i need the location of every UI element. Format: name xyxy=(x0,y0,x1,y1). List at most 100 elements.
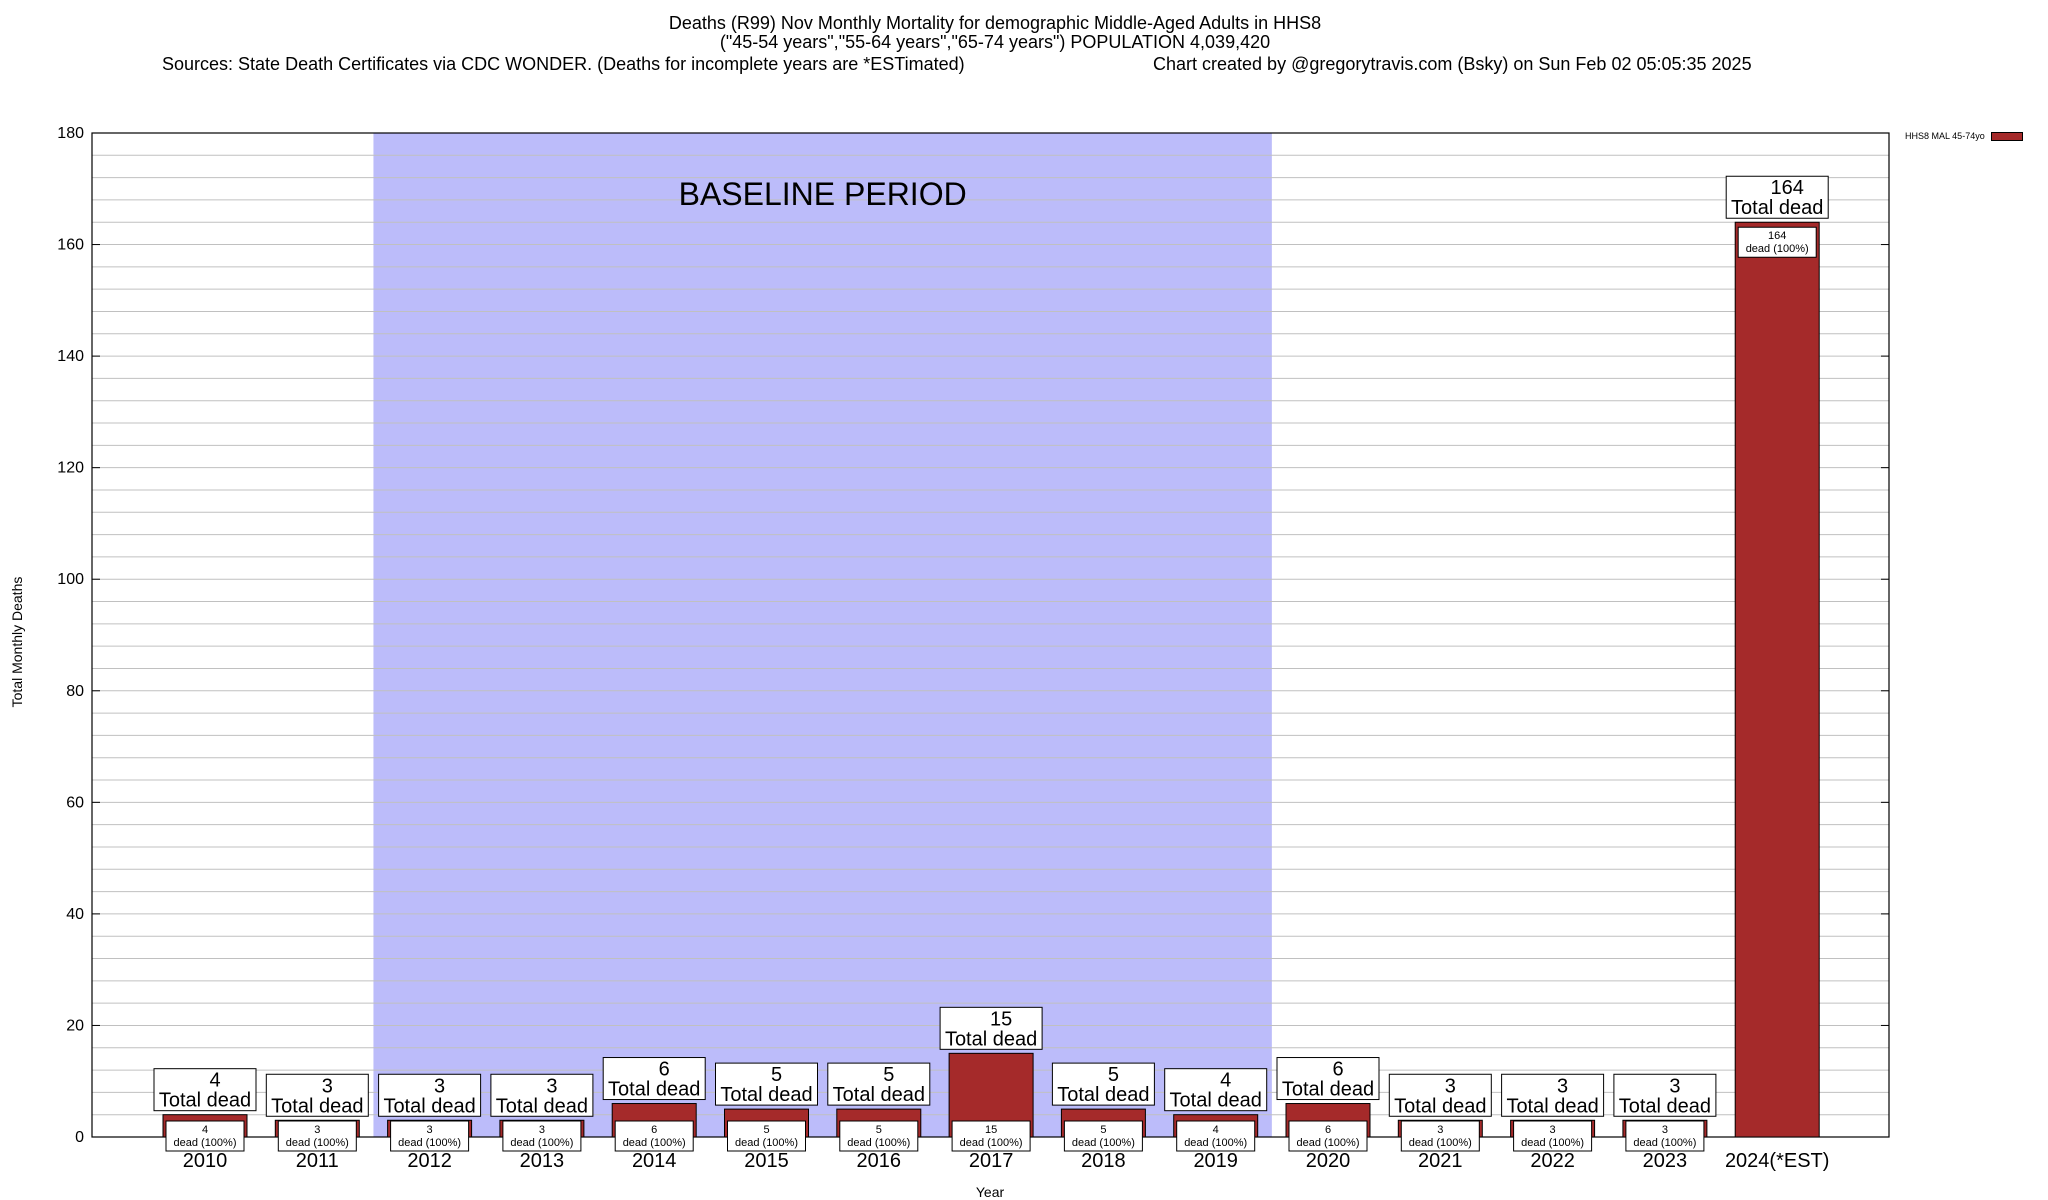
bar-total-label: Total dead xyxy=(1394,1095,1486,1117)
bar-total-label-box xyxy=(1051,1062,1155,1106)
bar-total-label: Total dead xyxy=(1170,1090,1262,1112)
bar-total-label: Total dead xyxy=(383,1095,475,1117)
bar-total-value: 5 xyxy=(1108,1064,1119,1086)
bar-total-value: 3 xyxy=(546,1075,557,1097)
bar-total-label: Total dead xyxy=(1619,1095,1711,1117)
bar-total-label: Total dead xyxy=(271,1095,363,1117)
bar-total-label: Total dead xyxy=(496,1095,588,1117)
baseline-label: BASELINE PERIOD xyxy=(679,176,967,212)
bar-inner-label: dead (100%) xyxy=(847,1137,910,1149)
x-tick-label: 2019 xyxy=(1193,1150,1238,1172)
bar-inner-value: 3 xyxy=(1550,1124,1556,1136)
bar-inner-value: 5 xyxy=(1100,1124,1106,1136)
bar-total-label: Total dead xyxy=(159,1090,251,1112)
legend-label: HHS8 MAL 45-74yo xyxy=(1905,131,1985,141)
chart-title: Deaths (R99) Nov Monthly Mortality for d… xyxy=(0,14,1990,52)
bar-total-value: 4 xyxy=(209,1070,220,1092)
bar-total-value: 5 xyxy=(771,1064,782,1086)
legend-swatch xyxy=(1990,131,2023,141)
bar-inner-value: 5 xyxy=(763,1124,769,1136)
bar-total-value: 5 xyxy=(883,1064,894,1086)
y-tick-label: 0 xyxy=(75,1129,84,1146)
bar-total-label-box xyxy=(1613,1073,1717,1117)
bar-total-value: 6 xyxy=(1332,1059,1343,1081)
y-tick-label: 180 xyxy=(57,125,84,142)
bar-inner-value: 3 xyxy=(1662,1124,1668,1136)
bar-total-label-box xyxy=(1388,1073,1492,1117)
bar-inner-label: dead (100%) xyxy=(1409,1137,1472,1149)
bar-inner-label-box xyxy=(1737,226,1817,258)
bar-total-value: 3 xyxy=(434,1075,445,1097)
bar-total-value: 15 xyxy=(990,1008,1012,1030)
bar-total-label-box xyxy=(153,1068,257,1112)
bar-inner-label-box xyxy=(1625,1120,1705,1152)
bar-inner-label-box xyxy=(502,1120,582,1152)
x-axis-label: Year xyxy=(975,1184,1005,1200)
bar-inner-value: 164 xyxy=(1768,230,1786,242)
title-line-1: Deaths (R99) Nov Monthly Mortality for d… xyxy=(668,13,1322,33)
bar-inner-value: 5 xyxy=(876,1124,882,1136)
bar-total-label-box xyxy=(715,1062,818,1106)
bar-inner-label-box xyxy=(165,1120,245,1152)
bar-inner-label-box xyxy=(1063,1120,1143,1152)
bar-total-value: 3 xyxy=(1669,1075,1680,1097)
bar-inner-label: dead (100%) xyxy=(1072,1137,1135,1149)
bar-total-value: 3 xyxy=(1445,1075,1456,1097)
bar-inner-value: 4 xyxy=(1213,1124,1219,1136)
bar-inner-label: dead (100%) xyxy=(286,1137,349,1149)
credit-note: Chart created by @gregorytravis.com (Bsk… xyxy=(1153,54,1752,74)
legend: HHS8 MAL 45-74yo xyxy=(1905,131,2023,141)
bar-inner-value: 3 xyxy=(427,1124,433,1136)
bar-total-label: Total dead xyxy=(833,1084,925,1106)
bar-total-label-box xyxy=(939,1006,1043,1050)
bar-total-label-box xyxy=(827,1062,931,1106)
y-tick-label: 100 xyxy=(57,571,84,588)
bar-total-label: Total dead xyxy=(1057,1084,1149,1106)
bar-inner-label-box xyxy=(727,1120,806,1152)
y-axis-label: Total Monthly Deaths xyxy=(9,576,25,708)
bar-total-label-box xyxy=(1276,1057,1380,1101)
bar-inner-label: dead (100%) xyxy=(1633,1137,1696,1149)
bar-total-label-box xyxy=(1164,1068,1268,1112)
bar-inner-label: dead (100%) xyxy=(623,1137,686,1149)
bar-inner-label-box xyxy=(1288,1120,1368,1152)
y-tick-label: 80 xyxy=(66,683,84,700)
bar-inner-value: 6 xyxy=(651,1124,657,1136)
bar-inner-label: dead (100%) xyxy=(1746,243,1809,255)
bar-inner-label: dead (100%) xyxy=(174,1137,237,1149)
bar-inner-label: dead (100%) xyxy=(1521,1137,1584,1149)
y-tick-label: 120 xyxy=(57,460,84,477)
bar-total-value: 3 xyxy=(322,1075,333,1097)
y-tick-label: 20 xyxy=(66,1017,84,1034)
x-tick-label: 2022 xyxy=(1530,1150,1575,1172)
bar-total-value: 164 xyxy=(1771,177,1804,199)
bar-total-label: Total dead xyxy=(608,1079,700,1101)
bar-inner-label-box xyxy=(1176,1120,1256,1152)
x-tick-label: 2016 xyxy=(857,1150,902,1172)
x-tick-label: 2014 xyxy=(632,1150,677,1172)
baseline-region xyxy=(373,133,1272,1137)
bar-inner-label-box xyxy=(839,1120,919,1152)
bar-total-label: Total dead xyxy=(720,1084,812,1106)
y-tick-label: 160 xyxy=(57,237,84,254)
bar-total-label: Total dead xyxy=(945,1028,1037,1050)
bar-inner-label-box xyxy=(390,1120,470,1152)
y-tick-label: 140 xyxy=(57,348,84,365)
bar-inner-value: 6 xyxy=(1325,1124,1331,1136)
bar-inner-label-box xyxy=(1513,1120,1593,1152)
x-tick-label: 2017 xyxy=(969,1150,1014,1172)
bar-inner-label: dead (100%) xyxy=(510,1137,573,1149)
bar-inner-label: dead (100%) xyxy=(960,1137,1023,1149)
bar xyxy=(1734,221,1820,1138)
bar-inner-value: 4 xyxy=(202,1124,208,1136)
bar-total-label-box xyxy=(265,1073,369,1117)
x-tick-label: 2013 xyxy=(520,1150,565,1172)
x-tick-label: 2020 xyxy=(1306,1150,1351,1172)
bar-total-label-box xyxy=(1501,1073,1605,1117)
bar-total-value: 3 xyxy=(1557,1075,1568,1097)
x-tick-label: 2023 xyxy=(1643,1150,1688,1172)
bar-inner-label-box xyxy=(614,1120,694,1152)
bar-total-value: 6 xyxy=(659,1059,670,1081)
bar-total-label-box xyxy=(378,1073,482,1117)
